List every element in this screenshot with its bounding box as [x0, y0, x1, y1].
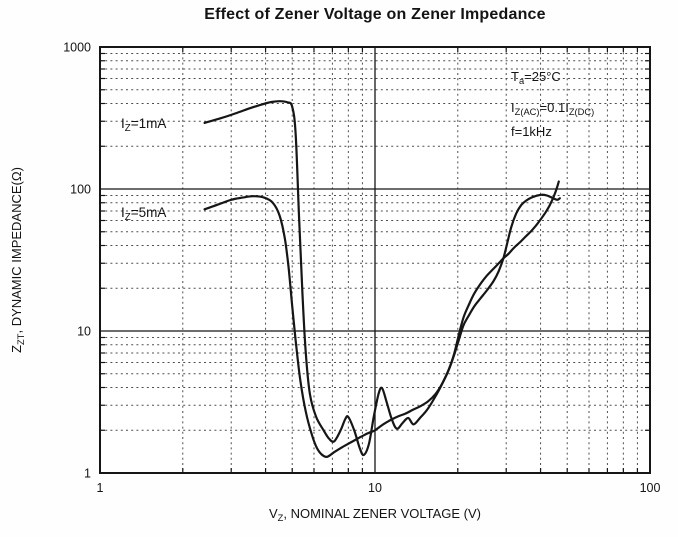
annotation-frequency: f=1kHz [511, 124, 552, 139]
chart-title: Effect of Zener Voltage on Zener Impedan… [204, 6, 546, 23]
x-tick-label-1: 1 [97, 481, 104, 495]
x-tick-label-10: 10 [368, 481, 382, 495]
curve-iz-5ma [203, 193, 561, 458]
curve-iz-1ma [203, 100, 560, 457]
annotation-temperature: Ta=25°C [511, 69, 561, 86]
y-tick-label-1: 1 [84, 467, 91, 481]
x-tick-label-100: 100 [640, 481, 661, 495]
y-tick-label-100: 100 [70, 183, 91, 197]
y-axis-label: ZZT, DYNAMIC IMPEDANCE(Ω) [9, 167, 26, 353]
curve-label-iz-5ma: IZ=5mA [121, 205, 166, 223]
plot-frame [99, 46, 651, 474]
x-axis-label: VZ, NOMINAL ZENER VOLTAGE (V) [269, 506, 481, 523]
annotation-test-current: IZ(AC)=0.1IZ(DC) [511, 100, 594, 117]
curve-label-iz-1ma: IZ=1mA [121, 116, 166, 134]
y-tick-label-1000: 1000 [63, 41, 91, 55]
y-tick-label-10: 10 [77, 325, 91, 339]
